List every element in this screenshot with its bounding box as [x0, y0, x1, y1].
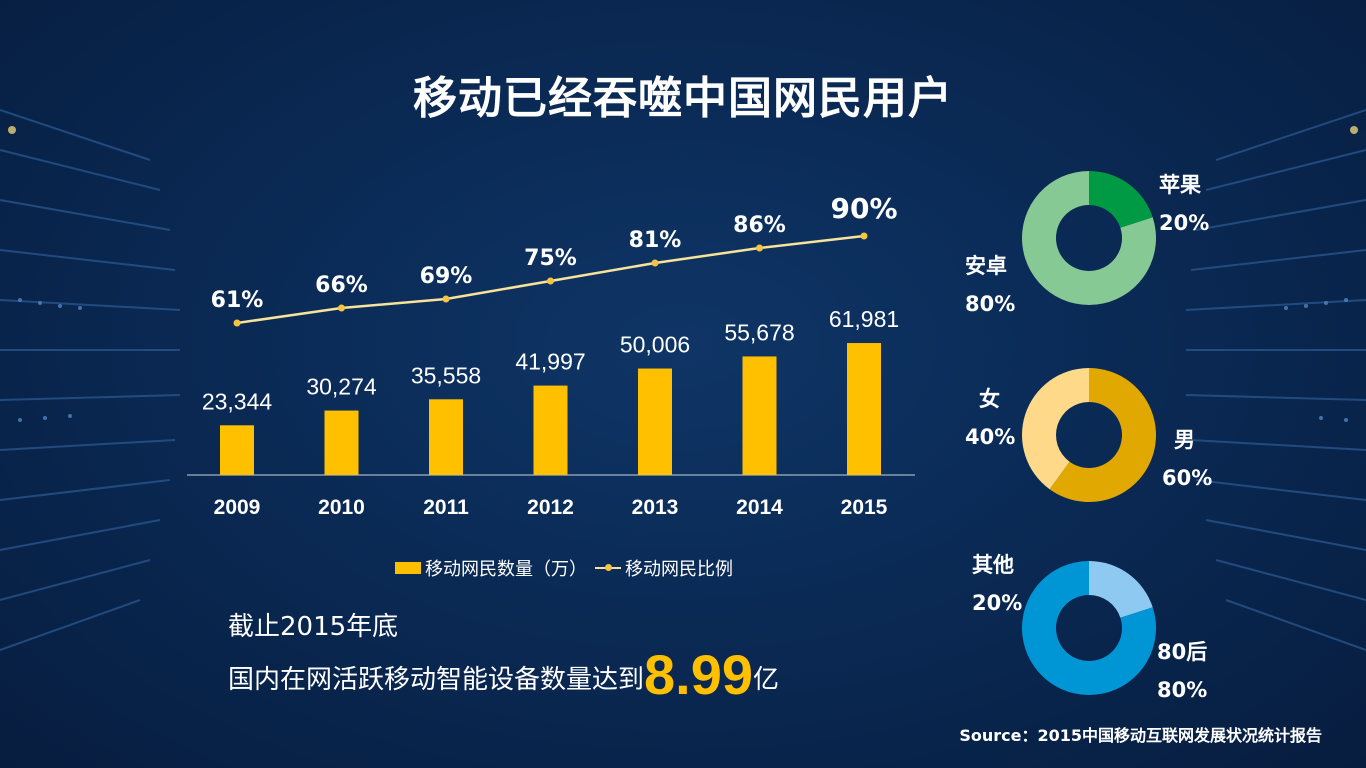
bar-swatch [395, 562, 421, 574]
ratio-point [860, 232, 868, 240]
ratio-point [442, 295, 450, 303]
ratio-point [233, 319, 241, 327]
bar-2011 [429, 399, 463, 475]
bar-value-label: 35,558 [411, 362, 481, 388]
apple-pct: 20% [1159, 211, 1210, 235]
male-pct: 60% [1162, 466, 1213, 490]
ratio-label: 75% [524, 246, 577, 271]
ratio-point [547, 277, 554, 285]
female-name: 女 [979, 387, 1000, 411]
left-tech-decoration [0, 109, 181, 651]
chart-legend: 移动网民数量（万） 移动网民比例 [395, 556, 741, 580]
apple-name: 苹果 [1159, 173, 1201, 197]
source-note: Source：2015中国移动互联网发展状况统计报告 [959, 726, 1322, 745]
bar-2010 [324, 410, 359, 475]
legend-item-line: 移动网民比例 [595, 555, 733, 581]
stat-number: 8.99 [644, 643, 754, 706]
ratio-point [756, 244, 763, 252]
apple-label: 苹果 20% [1159, 166, 1209, 242]
stat-prefix: 国内在网活跃移动智能设备数量达到 [228, 665, 645, 695]
x-tick-label: 2013 [632, 496, 679, 519]
stat-suffix: 亿 [753, 665, 780, 695]
combo-chart: 23,344 2009 30,274 2010 35,558 2011 41,997 2012… [187, 192, 915, 519]
android-pct: 80% [965, 292, 1016, 316]
ratio-label: 69% [420, 264, 473, 289]
ratio-point [338, 304, 345, 312]
male-label: 男 60% [1162, 421, 1212, 497]
stat-line-1: 截止2015年底 [228, 612, 399, 642]
page-title: 移动已经吞噬中国网民用户 [413, 73, 953, 124]
donut-slice-其他 [1089, 561, 1153, 618]
ratio-label: 90% [830, 192, 897, 225]
bar-2012 [533, 385, 568, 475]
donut-slice-男 [1049, 368, 1156, 502]
x-tick-label: 2014 [736, 496, 783, 519]
female-label: 女 40% [965, 380, 1015, 456]
donut-slice-80后 [1022, 561, 1156, 695]
android-label: 安卓 80% [965, 247, 1015, 323]
female-pct: 40% [965, 425, 1016, 449]
legend-label-bars: 移动网民数量（万） [425, 559, 587, 580]
x-tick-label: 2012 [527, 496, 574, 519]
bar-value-label: 50,006 [620, 332, 690, 358]
x-tick-label: 2009 [214, 496, 261, 519]
legend-item-bars: 移动网民数量（万） [395, 555, 587, 581]
bar-value-label: 61,981 [829, 306, 899, 332]
android-name: 安卓 [965, 254, 1007, 278]
bar-2009 [220, 425, 254, 475]
ratio-label: 66% [315, 273, 368, 298]
other-label: 其他 20% [972, 546, 1022, 622]
legend-label-line: 移动网民比例 [625, 559, 733, 580]
bar-value-label: 30,274 [306, 374, 377, 400]
donut-slice-苹果 [1089, 171, 1153, 228]
stat-line-2: 国内在网活跃移动智能设备数量达到8.99亿 [228, 642, 779, 707]
age-donut-chart [1022, 561, 1156, 695]
post80-name: 80后 [1157, 640, 1208, 664]
right-tech-decoration [1185, 109, 1366, 651]
donut-slice-女 [1022, 368, 1089, 490]
ratio-point [651, 259, 659, 267]
bar-2015 [847, 343, 881, 475]
bar-value-label: 23,344 [202, 388, 273, 414]
bar-value-label: 55,678 [724, 319, 794, 345]
os-donut-chart [1022, 171, 1156, 305]
post80-pct: 80% [1157, 678, 1208, 702]
bar-value-label: 41,997 [515, 349, 585, 375]
bar-2014 [742, 356, 777, 475]
ratio-label: 86% [733, 213, 786, 238]
ratio-label: 81% [629, 228, 682, 253]
gender-donut-chart [1022, 368, 1156, 502]
ratio-label: 61% [211, 288, 264, 313]
donut-slice-安卓 [1022, 171, 1156, 305]
x-tick-label: 2010 [318, 496, 365, 519]
male-name: 男 [1174, 428, 1195, 452]
line-swatch [595, 564, 621, 571]
x-tick-label: 2011 [423, 496, 469, 519]
bar-2013 [638, 368, 672, 475]
other-name: 其他 [972, 553, 1014, 577]
other-pct: 20% [972, 591, 1023, 615]
x-tick-label: 2015 [841, 496, 888, 519]
post80-label: 80后 80% [1157, 633, 1207, 709]
